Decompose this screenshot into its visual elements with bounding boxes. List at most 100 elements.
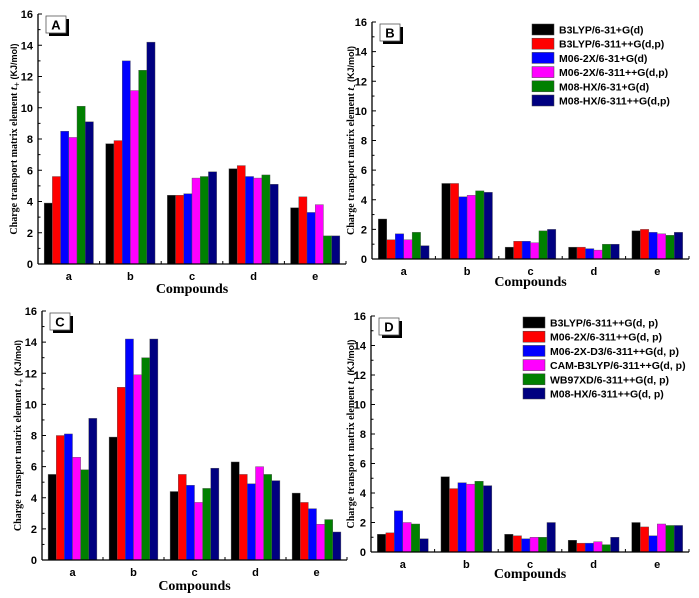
bar-a-series-4 bbox=[72, 457, 81, 561]
bar-a-series-6 bbox=[419, 538, 429, 553]
bar-e-series-4 bbox=[657, 233, 666, 260]
bar-d-series-1 bbox=[567, 540, 577, 553]
bar-e-series-6 bbox=[673, 525, 683, 553]
panel-b: 0 2 4 6 8 10 12 14 16 a b c d e Compounds Charge transp… bbox=[345, 17, 690, 290]
panel-label: C bbox=[55, 315, 65, 330]
x-category-label: b bbox=[463, 559, 470, 571]
panel-c: 0 2 4 6 8 10 12 14 16 a b c d e Compounds Charge transp… bbox=[12, 306, 348, 594]
y-tick-label: 0 bbox=[361, 254, 367, 266]
y-tick-label: 4 bbox=[27, 197, 34, 209]
bar-c-series-2 bbox=[178, 474, 187, 561]
bar-d-series-5 bbox=[261, 174, 271, 265]
bar-d-series-6 bbox=[271, 480, 281, 561]
x-category-label: d bbox=[591, 266, 598, 278]
bar-b-series-4 bbox=[133, 374, 142, 561]
legend-label: CAM-B3LYP/6-311++G(d, p) bbox=[550, 360, 686, 372]
bar-e-series-2 bbox=[300, 502, 309, 561]
legend-swatch bbox=[531, 23, 555, 36]
y-tick-label: 2 bbox=[31, 524, 37, 536]
y-tick-label: 10 bbox=[21, 103, 33, 115]
legend-swatch bbox=[531, 94, 555, 107]
bar-e-series-6 bbox=[331, 235, 341, 265]
bar-b-series-1 bbox=[105, 143, 115, 265]
bar-c-series-1 bbox=[169, 491, 179, 561]
x-axis-title: Compounds bbox=[156, 282, 229, 297]
y-tick-label: 14 bbox=[25, 337, 38, 349]
y-tick-label: 6 bbox=[361, 165, 367, 177]
legend-swatch bbox=[522, 330, 546, 343]
legend-swatch bbox=[522, 359, 546, 371]
bar-d-series-3 bbox=[584, 542, 594, 553]
y-tick-label: 4 bbox=[31, 493, 38, 505]
bar-d-series-4 bbox=[593, 541, 603, 553]
x-category-label: e bbox=[312, 271, 318, 283]
bar-a-series-6 bbox=[85, 121, 94, 265]
bar-c-series-2 bbox=[513, 241, 523, 260]
bar-c-series-1 bbox=[167, 195, 176, 265]
x-category-label: e bbox=[654, 559, 660, 571]
bar-e-series-6 bbox=[332, 531, 342, 561]
bar-a-series-5 bbox=[76, 105, 86, 265]
y-tick-label: 4 bbox=[361, 195, 368, 207]
bar-c-series-6 bbox=[208, 171, 217, 265]
bar-c-series-3 bbox=[521, 538, 531, 553]
y-tick-label: 14 bbox=[354, 341, 367, 353]
legend-swatch bbox=[522, 345, 546, 357]
bar-a-series-4 bbox=[402, 522, 412, 553]
bar-b-series-5 bbox=[475, 190, 485, 260]
y-tick-label: 16 bbox=[25, 306, 37, 318]
bar-e-series-6 bbox=[674, 232, 683, 260]
y-axis-title: Charge transport matrix element t+ (KJ/m… bbox=[8, 43, 22, 234]
y-tick-label: 0 bbox=[360, 547, 366, 559]
y-tick-label: 2 bbox=[361, 224, 367, 236]
y-tick-label: 10 bbox=[354, 400, 366, 412]
x-category-label: a bbox=[66, 271, 73, 283]
legend-swatch bbox=[531, 80, 555, 93]
legend-swatch bbox=[522, 373, 546, 386]
bar-d-series-4 bbox=[255, 466, 264, 561]
bar-e-series-1 bbox=[290, 207, 299, 265]
legend-swatch bbox=[522, 316, 546, 329]
y-axis-title: Charge transport matrix element t- (KJ/m… bbox=[345, 340, 359, 529]
x-category-label: b bbox=[464, 266, 471, 278]
bar-b-series-2 bbox=[113, 140, 123, 265]
x-category-label: b bbox=[127, 271, 134, 283]
bar-e-series-4 bbox=[315, 204, 324, 265]
bar-b-series-5 bbox=[141, 357, 150, 561]
bar-b-series-6 bbox=[146, 41, 156, 265]
legend-swatch bbox=[522, 387, 546, 400]
bar-c-series-5 bbox=[202, 488, 211, 561]
panel-label: D bbox=[384, 320, 393, 335]
bar-c-series-5 bbox=[538, 537, 548, 553]
bar-e-series-1 bbox=[631, 230, 641, 260]
y-tick-label: 16 bbox=[21, 9, 33, 21]
x-category-label: b bbox=[130, 567, 137, 579]
bar-b-series-3 bbox=[125, 338, 134, 561]
legend-label: M06-2X-D3/6-311++G(d, p) bbox=[550, 346, 679, 358]
bar-b-series-4 bbox=[466, 483, 476, 553]
y-tick-label: 0 bbox=[31, 555, 37, 567]
bar-e-series-1 bbox=[291, 492, 301, 561]
bar-a-series-1 bbox=[43, 202, 53, 265]
x-category-label: d bbox=[250, 271, 257, 283]
panel-label-box bbox=[49, 312, 71, 331]
bar-e-series-1 bbox=[631, 522, 641, 553]
bar-d-series-2 bbox=[576, 246, 586, 260]
bar-e-series-2 bbox=[298, 196, 308, 265]
bar-d-series-4 bbox=[593, 249, 603, 260]
y-tick-label: 8 bbox=[31, 431, 37, 443]
bar-a-series-3 bbox=[60, 130, 70, 265]
x-category-label: d bbox=[590, 559, 597, 571]
x-category-label: c bbox=[527, 559, 533, 571]
bar-e-series-2 bbox=[640, 526, 649, 553]
bar-b-series-3 bbox=[121, 60, 131, 265]
bar-a-series-2 bbox=[385, 532, 395, 553]
legend: B3LYP/6-311++G(d, p) M06-2X/6-311++G(d, p… bbox=[522, 316, 686, 401]
bar-b-series-2 bbox=[449, 183, 459, 260]
y-axis-title: Charge transport matrix element t- (KJ/m… bbox=[345, 46, 359, 235]
legend-swatch bbox=[531, 66, 555, 78]
legend-label: M08-HX/6-31+G(d) bbox=[559, 81, 649, 93]
bar-e-series-4 bbox=[657, 523, 666, 553]
legend-label: B3LYP/6-31+G(d) bbox=[559, 25, 644, 37]
